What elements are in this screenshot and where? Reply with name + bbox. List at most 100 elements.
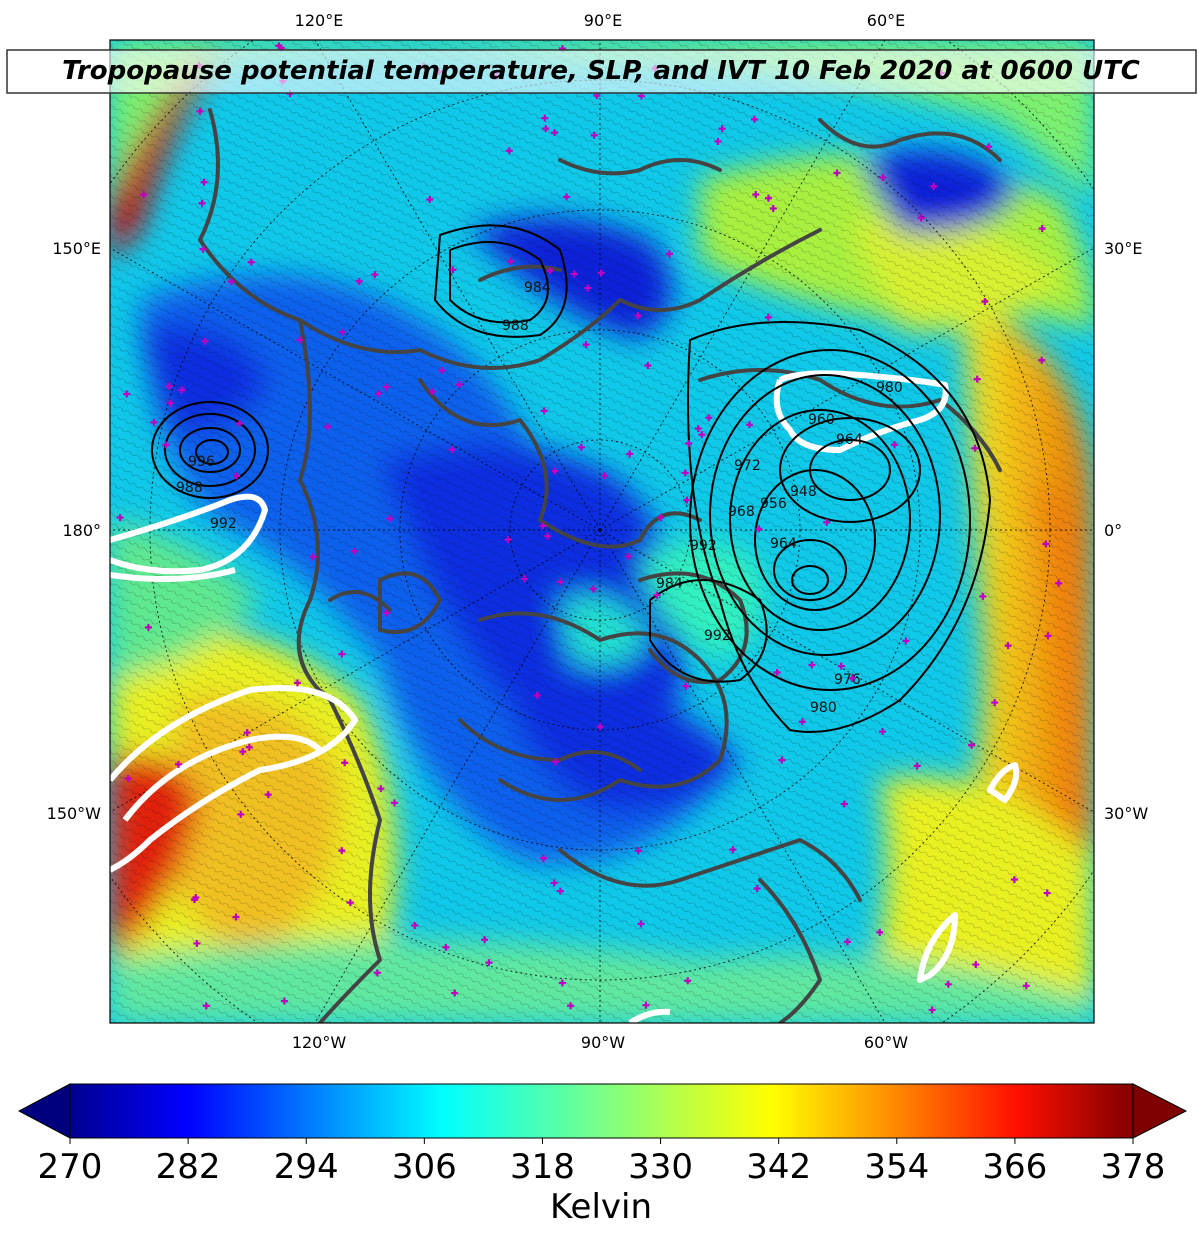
colorbar-gradient bbox=[69, 1083, 1134, 1139]
slp-label: 988 bbox=[502, 318, 529, 334]
bottom-label: 120°W bbox=[292, 1033, 347, 1052]
station-marker bbox=[769, 205, 777, 213]
station-marker bbox=[116, 514, 124, 522]
station-marker bbox=[833, 169, 841, 177]
station-marker bbox=[913, 762, 921, 770]
station-marker bbox=[377, 785, 385, 793]
station-marker bbox=[411, 921, 419, 929]
slp-label: 984 bbox=[656, 576, 683, 592]
station-marker bbox=[193, 939, 201, 947]
station-marker bbox=[1044, 632, 1052, 640]
station-marker bbox=[521, 575, 529, 583]
station-marker bbox=[685, 439, 693, 447]
slp-label: 968 bbox=[728, 504, 755, 520]
station-marker bbox=[798, 718, 806, 726]
slp-label: 980 bbox=[810, 700, 837, 716]
slp-label: 992 bbox=[690, 538, 717, 554]
colorbar-tick-label: 330 bbox=[628, 1147, 693, 1187]
station-marker bbox=[264, 791, 272, 799]
station-marker bbox=[236, 420, 244, 428]
station-marker bbox=[596, 723, 604, 731]
station-marker bbox=[243, 729, 251, 737]
station-marker bbox=[681, 469, 689, 477]
ivt-contours bbox=[110, 370, 1020, 1023]
slp-label: 948 bbox=[790, 484, 817, 500]
station-marker bbox=[634, 312, 642, 320]
station-marker bbox=[657, 514, 665, 522]
station-marker bbox=[341, 759, 349, 767]
slp-label: 996 bbox=[188, 454, 215, 470]
colorbar-tick-label: 318 bbox=[510, 1147, 575, 1187]
right-label: 30°W bbox=[1104, 804, 1148, 823]
graticule-labels: 120°E 90°E 60°E 120°W 90°W 60°W 150°E 18… bbox=[47, 11, 1149, 1052]
station-marker bbox=[601, 472, 609, 480]
station-marker bbox=[558, 979, 566, 987]
station-marker bbox=[162, 441, 170, 449]
title-box: Tropopause potential temperature, SLP, a… bbox=[6, 49, 1197, 94]
station-marker bbox=[198, 199, 206, 207]
station-marker bbox=[928, 1006, 936, 1014]
station-marker bbox=[202, 1002, 210, 1010]
station-marker bbox=[165, 382, 173, 390]
station-marker bbox=[140, 191, 148, 199]
slp-label: 964 bbox=[770, 536, 797, 552]
station-marker bbox=[375, 390, 383, 398]
isentrope-texture bbox=[110, 40, 1094, 1023]
station-marker bbox=[718, 125, 726, 133]
station-marker bbox=[551, 467, 559, 475]
station-marker bbox=[944, 980, 952, 988]
left-label: 150°E bbox=[52, 239, 101, 258]
station-marker bbox=[150, 418, 158, 426]
station-marker bbox=[355, 277, 363, 285]
station-markers bbox=[116, 42, 1063, 1014]
colorbar-under-arrow bbox=[17, 1083, 71, 1139]
station-marker bbox=[981, 298, 989, 306]
station-marker bbox=[879, 728, 887, 736]
colorbar-tick-label: 354 bbox=[864, 1147, 929, 1187]
station-marker bbox=[644, 361, 652, 369]
station-marker bbox=[843, 938, 851, 946]
station-marker bbox=[227, 278, 235, 286]
station-marker bbox=[448, 446, 456, 454]
station-marker bbox=[346, 899, 354, 907]
slp-contours bbox=[151, 224, 992, 733]
station-marker bbox=[544, 532, 552, 540]
station-marker bbox=[455, 381, 463, 389]
station-marker bbox=[698, 431, 706, 439]
station-marker bbox=[237, 810, 245, 818]
right-label: 30°E bbox=[1104, 239, 1142, 258]
station-marker bbox=[449, 266, 457, 274]
station-marker bbox=[426, 196, 434, 204]
station-marker bbox=[556, 578, 564, 586]
slp-label: 972 bbox=[734, 458, 761, 474]
station-marker bbox=[764, 313, 772, 321]
station-marker bbox=[556, 887, 564, 895]
station-marker bbox=[386, 515, 394, 523]
station-marker bbox=[371, 271, 379, 279]
station-marker bbox=[539, 522, 547, 530]
station-marker bbox=[338, 650, 346, 658]
station-marker bbox=[1038, 224, 1046, 232]
station-marker bbox=[991, 699, 999, 707]
station-marker bbox=[584, 284, 592, 292]
station-marker bbox=[373, 969, 381, 977]
station-marker bbox=[848, 674, 856, 682]
station-marker bbox=[438, 367, 446, 375]
station-marker bbox=[309, 553, 317, 561]
station-marker bbox=[293, 679, 301, 687]
station-marker bbox=[879, 174, 887, 182]
station-marker bbox=[891, 441, 899, 449]
station-marker bbox=[653, 591, 661, 599]
station-marker bbox=[507, 258, 515, 266]
slp-label: 956 bbox=[760, 496, 787, 512]
station-marker bbox=[634, 847, 642, 855]
station-marker bbox=[577, 443, 585, 451]
station-marker bbox=[750, 115, 758, 123]
station-marker bbox=[123, 390, 131, 398]
station-marker bbox=[1022, 982, 1030, 990]
station-marker bbox=[552, 758, 560, 766]
right-label: 0° bbox=[1104, 521, 1122, 540]
station-marker bbox=[597, 269, 605, 277]
station-marker bbox=[714, 137, 722, 145]
